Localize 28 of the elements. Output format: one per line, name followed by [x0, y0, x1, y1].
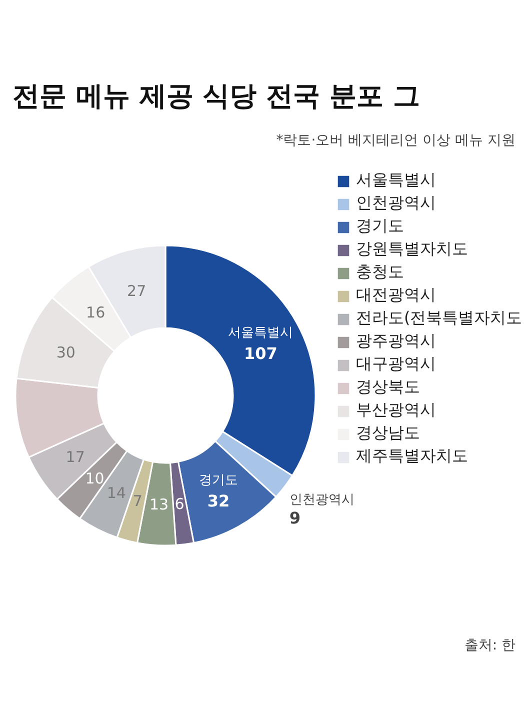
data-label: 13 — [149, 496, 169, 514]
legend-label: 경기도 — [356, 216, 404, 237]
data-label: 7 — [132, 492, 142, 510]
legend-label: 충청도 — [356, 262, 404, 283]
legend-label: 광주광역시 — [356, 331, 436, 352]
legend-label: 대구광역시 — [356, 354, 436, 375]
data-label: 17 — [66, 448, 85, 466]
chart-subtitle: *락토·오버 베지테리언 이상 메뉴 지원 — [276, 132, 516, 148]
data-label: 인천광역시 9 — [289, 492, 354, 528]
legend-label: 경상남도 — [356, 423, 420, 444]
data-label: 16 — [86, 304, 106, 322]
data-label: 6 — [174, 494, 184, 513]
data-label: 서울특별시 107 — [228, 326, 294, 364]
legend-label: 대전광역시 — [356, 285, 436, 306]
data-label: 14 — [106, 484, 126, 502]
chart-title: 전문 메뉴 제공 식당 전국 분포 그 — [12, 81, 420, 112]
legend-label: 인천광역시 — [356, 193, 436, 214]
data-label: 10 — [85, 470, 104, 488]
legend-label: 전라도(전북특별자치도 — [356, 308, 522, 329]
legend-label: 경상북도 — [356, 377, 420, 398]
legend-label: 부산광역시 — [356, 400, 436, 421]
legend-label: 서울특별시 — [356, 170, 436, 191]
data-label: 경기도 32 — [198, 472, 238, 510]
legend-label: 강원특별자치도 — [356, 239, 468, 260]
source-note: 출처: 한 — [464, 638, 516, 654]
data-label: 30 — [56, 343, 76, 362]
legend-label: 제주특별자치도 — [356, 446, 468, 467]
data-label: 27 — [127, 282, 146, 300]
